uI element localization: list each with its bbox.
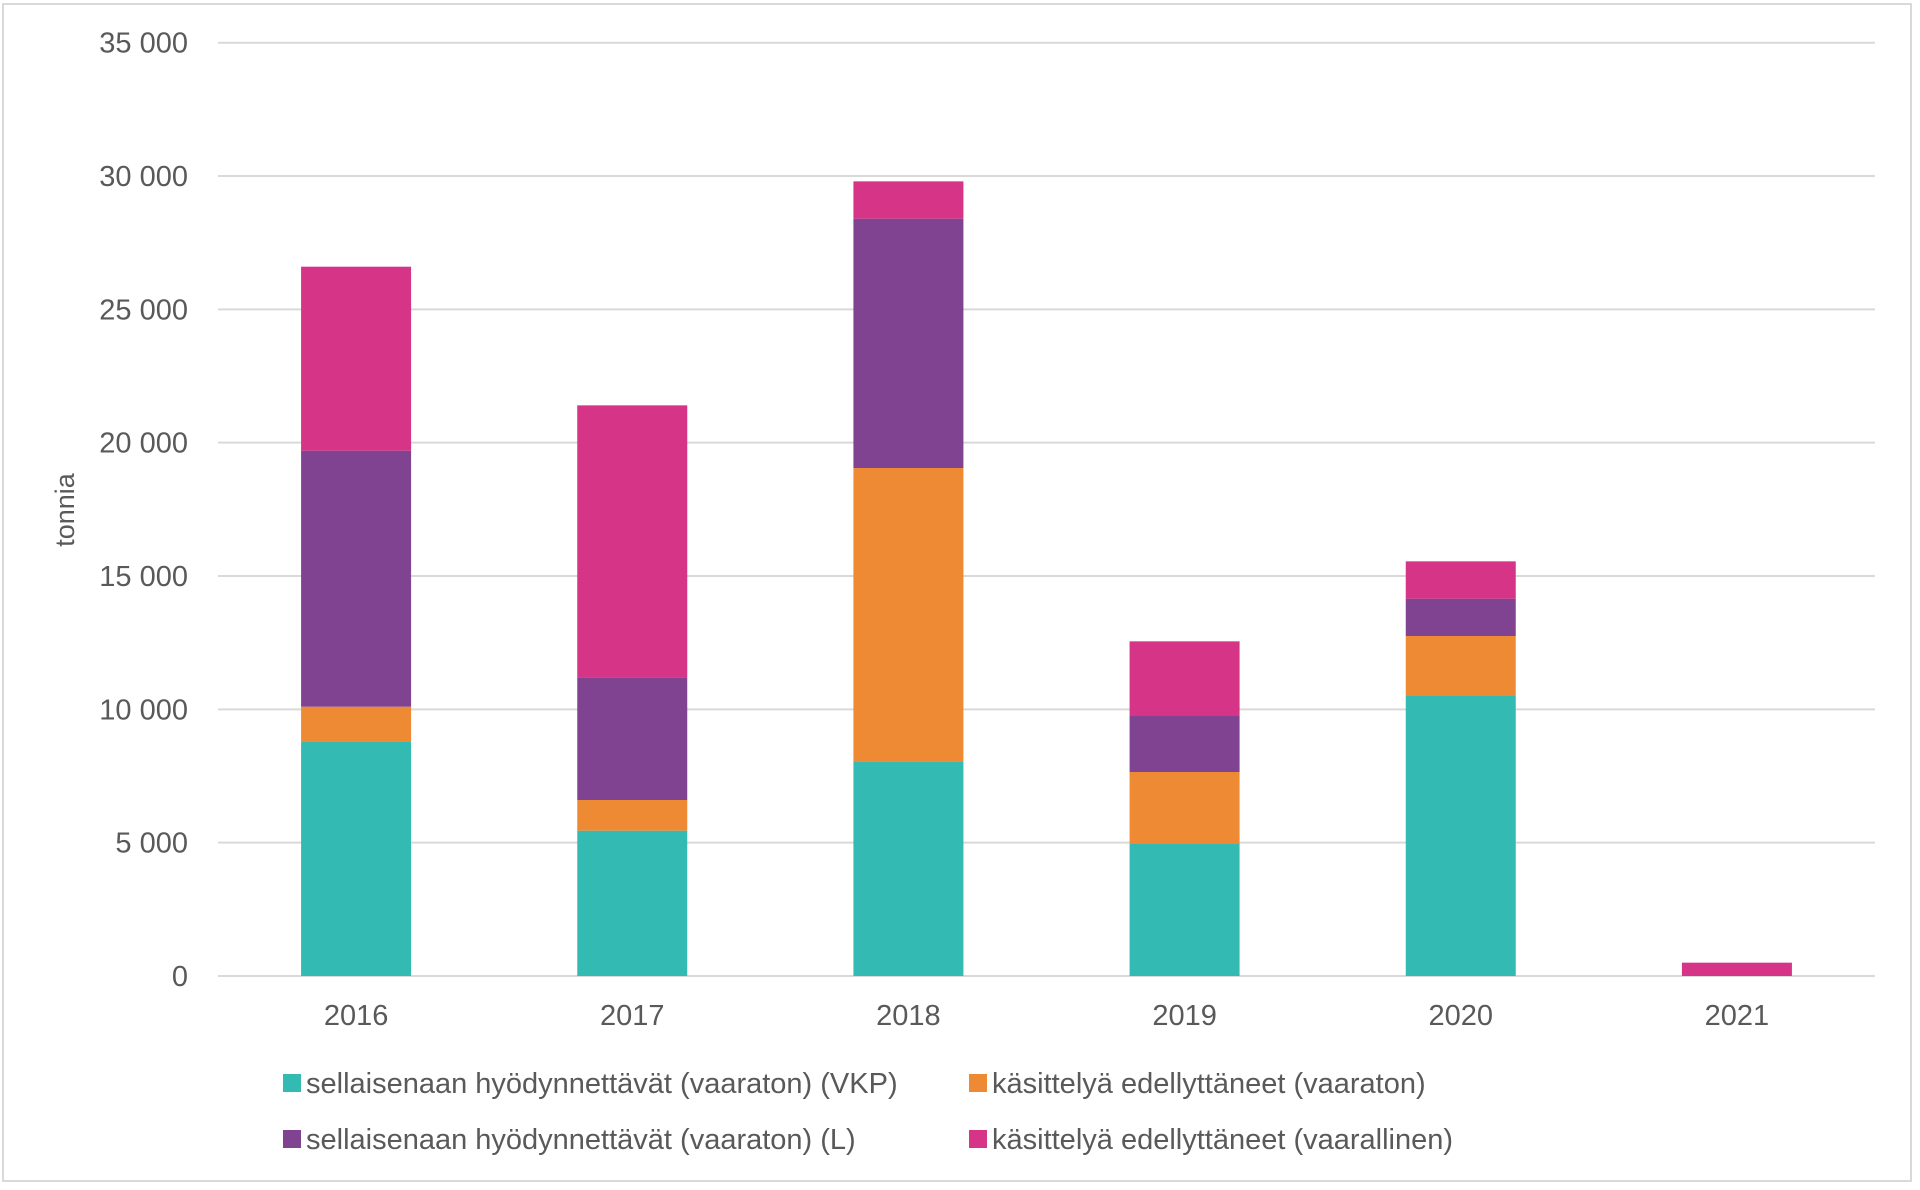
legend-label: käsittelyä edellyttäneet (vaaraton) bbox=[992, 1068, 1426, 1100]
bar-segment bbox=[853, 761, 964, 976]
bar-segment bbox=[853, 181, 964, 219]
bar-segment bbox=[1129, 772, 1240, 845]
bar-stack-2016 bbox=[301, 266, 412, 976]
x-tick-label: 2021 bbox=[1705, 1000, 1770, 1032]
legend-swatch bbox=[283, 1074, 301, 1092]
bar-segment bbox=[853, 468, 964, 762]
bar-segment bbox=[1681, 962, 1792, 976]
bar-stack-2017 bbox=[577, 405, 688, 976]
bar-segment bbox=[301, 741, 412, 976]
x-tick-label: 2016 bbox=[324, 1000, 389, 1032]
y-tick-label: 30 000 bbox=[99, 161, 188, 193]
legend-item: sellaisenaan hyödynnettävät (vaaraton) (… bbox=[283, 1068, 898, 1100]
x-tick-label: 2017 bbox=[600, 1000, 665, 1032]
bar-segment bbox=[577, 677, 688, 801]
bar-segment bbox=[301, 450, 412, 707]
legend-label: sellaisenaan hyödynnettävät (vaaraton) (… bbox=[306, 1068, 898, 1100]
x-axis-tick-labels: 2016 2017 2018 2019 2020 2021 bbox=[324, 1000, 1769, 1032]
x-tick-label: 2018 bbox=[876, 1000, 941, 1032]
bars bbox=[301, 181, 1792, 976]
y-tick-label: 20 000 bbox=[99, 428, 188, 460]
legend-label: sellaisenaan hyödynnettävät (vaaraton) (… bbox=[306, 1124, 856, 1156]
bar-stack-2018 bbox=[853, 181, 964, 976]
legend-label: käsittelyä edellyttäneet (vaarallinen) bbox=[992, 1124, 1453, 1156]
x-tick-label: 2019 bbox=[1152, 1000, 1217, 1032]
y-tick-label: 0 bbox=[172, 961, 188, 993]
bar-segment bbox=[1405, 636, 1516, 697]
y-tick-label: 25 000 bbox=[99, 294, 188, 326]
bar-segment bbox=[1129, 844, 1240, 976]
bar-stack-2020 bbox=[1405, 561, 1516, 976]
bar-stack-2021 bbox=[1681, 962, 1792, 976]
bar-segment bbox=[1129, 641, 1240, 717]
y-tick-label: 15 000 bbox=[99, 561, 188, 593]
y-tick-label: 5 000 bbox=[115, 828, 188, 860]
legend-item: käsittelyä edellyttäneet (vaaraton) bbox=[969, 1068, 1426, 1100]
bar-segment bbox=[1405, 598, 1516, 637]
x-tick-label: 2020 bbox=[1428, 1000, 1493, 1032]
legend-swatch bbox=[969, 1074, 987, 1092]
bar-segment bbox=[577, 800, 688, 831]
y-axis-tick-labels: 0 5 000 10 000 15 000 20 000 25 000 30 000 35 0… bbox=[99, 28, 188, 993]
bar-stack-2019 bbox=[1129, 641, 1240, 976]
bar-segment bbox=[301, 266, 412, 451]
bar-segment bbox=[1405, 561, 1516, 599]
legend: sellaisenaan hyödynnettävät (vaaraton) (… bbox=[283, 1068, 1453, 1156]
bar-segment bbox=[1405, 696, 1516, 976]
gridlines bbox=[218, 41, 1875, 977]
legend-item: käsittelyä edellyttäneet (vaarallinen) bbox=[969, 1124, 1453, 1156]
legend-swatch bbox=[283, 1130, 301, 1148]
legend-swatch bbox=[969, 1130, 987, 1148]
bar-segment bbox=[853, 218, 964, 469]
y-tick-label: 10 000 bbox=[99, 694, 188, 726]
bar-segment bbox=[577, 830, 688, 976]
y-tick-label: 35 000 bbox=[99, 28, 188, 60]
y-axis-title: tonnia bbox=[50, 472, 80, 547]
legend-item: sellaisenaan hyödynnettävät (vaaraton) (… bbox=[283, 1124, 856, 1156]
bar-segment bbox=[577, 405, 688, 678]
bar-segment bbox=[301, 706, 412, 742]
bar-segment bbox=[1129, 716, 1240, 773]
